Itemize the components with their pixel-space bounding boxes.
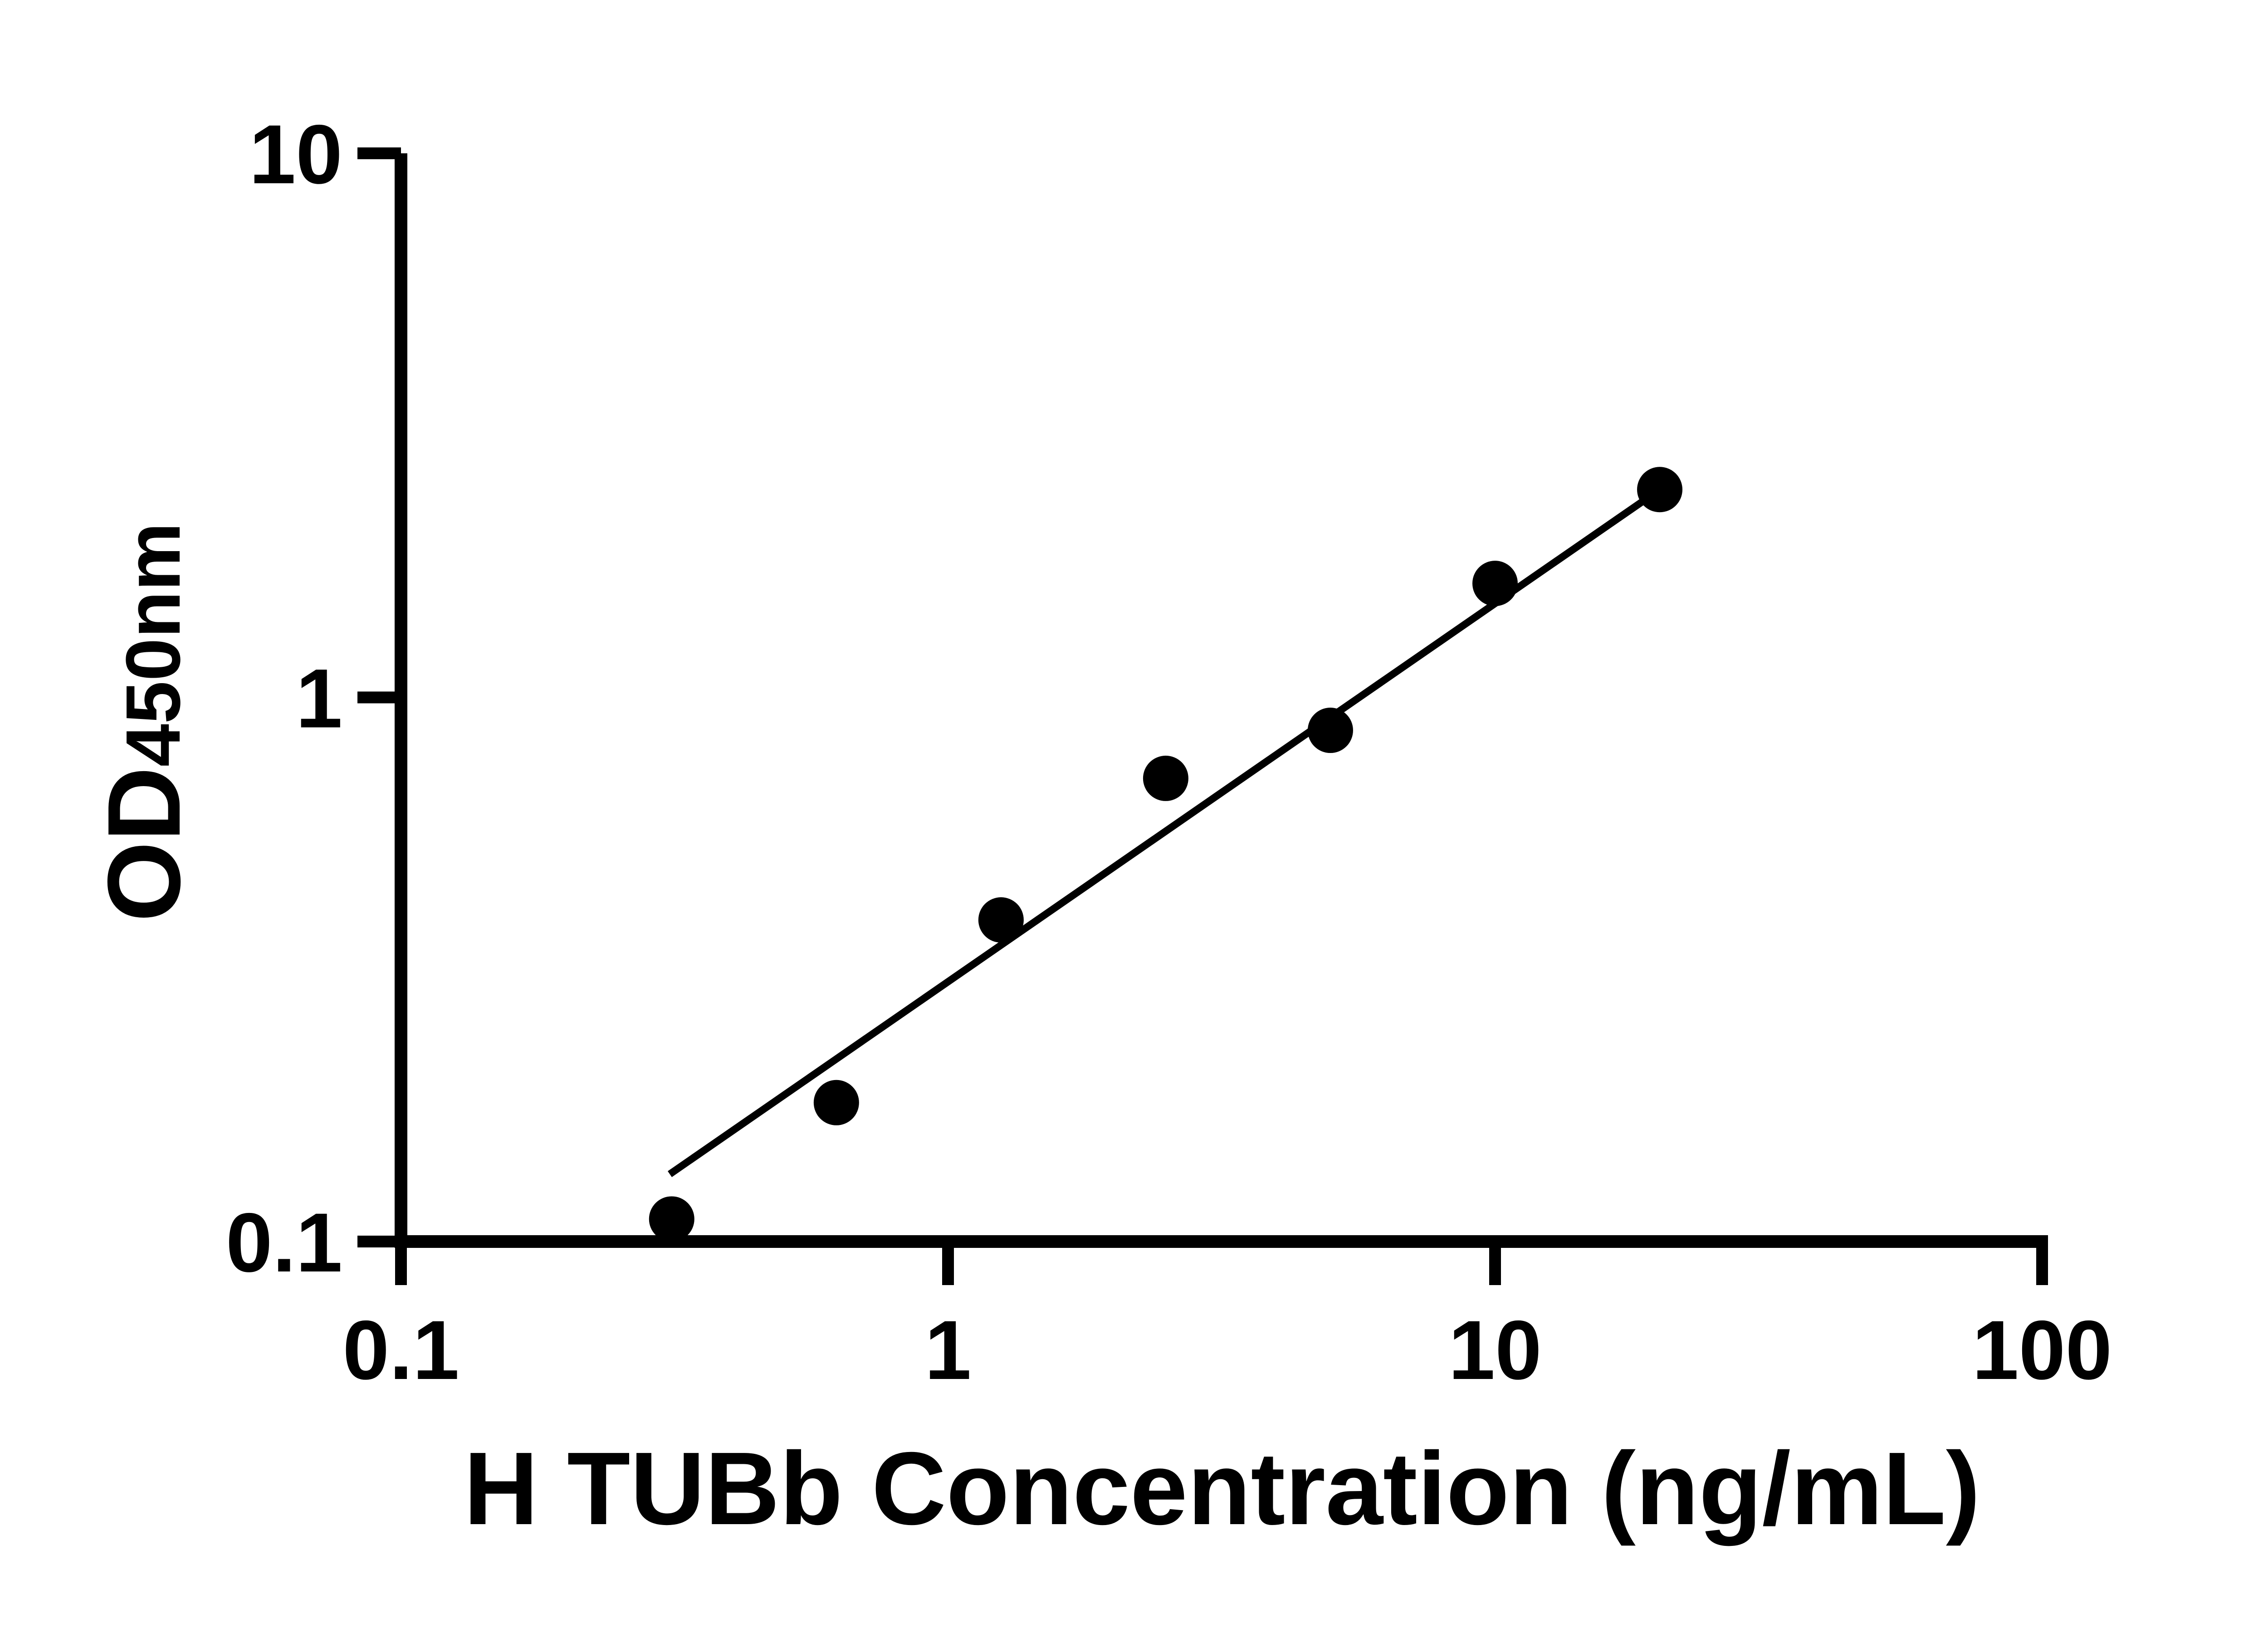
x-axis-title: H TUBb Concentration (ng/mL): [464, 1431, 1980, 1546]
x-tick-label: 10: [1448, 1304, 1542, 1397]
x-tick-label: 0.1: [342, 1304, 459, 1397]
data-point: [1307, 708, 1353, 753]
data-point: [813, 1080, 859, 1125]
data-point: [649, 1196, 694, 1242]
x-tick-label: 100: [1972, 1304, 2112, 1397]
data-point: [1637, 467, 1683, 513]
y-tick-label: 0.1: [226, 1196, 342, 1290]
y-tick-label: 1: [296, 652, 342, 746]
y-axis-title-main: OD: [87, 767, 202, 922]
y-axis-title-subscript: 450nm: [110, 522, 196, 767]
data-point: [978, 897, 1024, 943]
x-tick-label: 1: [925, 1304, 972, 1397]
data-point: [1143, 755, 1188, 801]
y-tick-label: 10: [249, 108, 342, 201]
y-axis-title: OD450nm: [87, 269, 202, 1176]
data-point: [1472, 561, 1518, 606]
